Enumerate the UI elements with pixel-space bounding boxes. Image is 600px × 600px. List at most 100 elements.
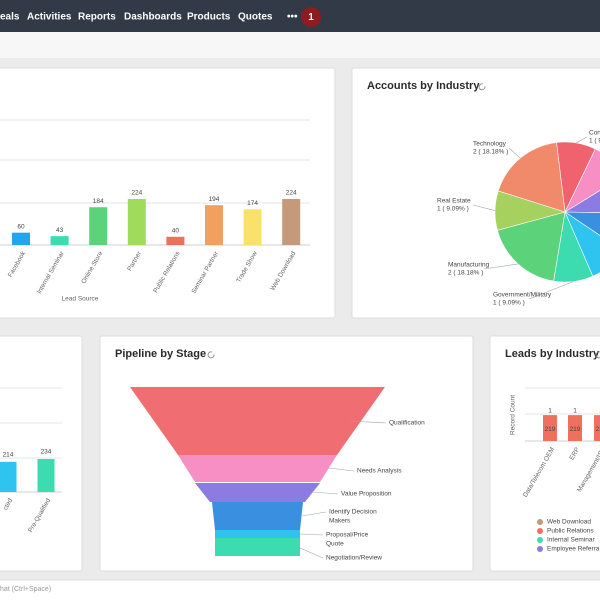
lead-source-card [0,67,336,319]
bar [127,199,146,245]
legend-swatch [537,528,543,534]
leader-line [483,263,519,270]
status-card [0,335,83,572]
pie-label-name: Con [589,130,600,137]
nav-item[interactable]: Dashboards [124,12,182,23]
chat-bar[interactable] [0,580,600,600]
legend-label: Web Download [547,519,591,526]
refresh-icon[interactable] [207,351,215,359]
refresh-icon[interactable] [595,351,600,359]
bar [12,232,30,245]
pie-label-value: 2 ( 18.18% ) [473,149,508,156]
leader-line [528,281,574,300]
axis-title: Lead Source [62,296,99,303]
bar-value-label: 234 [41,449,52,456]
nav-bar [0,0,600,32]
legend-label: Public Relations [547,528,594,535]
segment-value-label: 219 [545,426,556,433]
legend-swatch [537,546,543,552]
pie-label-value: 1 ( 9.09% ) [493,300,525,307]
bar-value-label: 224 [131,190,142,197]
leader-line [472,204,496,211]
stage-label: Identify Decision [329,509,377,516]
pie-label-name: Government/Military [493,292,552,299]
bar-value-label: 214 [3,452,14,459]
nav-item[interactable]: Quotes [238,12,273,23]
segment-value-label: 219 [570,426,581,433]
bar [166,236,185,245]
bar-value-label: 174 [247,200,258,207]
segment-value-label: 219 [596,426,600,433]
leader-line [576,136,588,144]
card-title: Pipeline by Stage [115,348,206,360]
leads-card [489,335,600,572]
nav-item[interactable]: eals [0,12,20,23]
bar-value-label: 40 [172,228,180,235]
pie-slice [564,148,600,213]
leader-line [349,420,387,424]
leader-line [311,491,339,495]
legend-swatch [537,519,543,525]
toolbar-strip [0,32,600,58]
legend-label: Internal Seminar [547,537,596,544]
nav-items: eals Activities Reports Dashboards Products Q… [0,12,298,23]
leader-line [299,533,324,536]
bar [37,459,55,492]
leader-line [301,511,327,517]
pie-label-value: 1 ( 9.09% ) [437,206,469,213]
legend-swatch [537,537,543,543]
stage-label: Qualification [389,420,425,427]
funnel-stage [130,387,385,455]
stage-label: Value Proposition [341,491,392,498]
nav-item[interactable]: Products [187,12,231,23]
bar-value-label: 43 [56,227,64,234]
notification-badge[interactable] [301,7,321,27]
leader-line [299,547,324,559]
funnel-stage [195,483,320,502]
axis-title: Record Count [510,395,517,435]
stage-label: Makers [329,518,351,525]
nav-item[interactable]: Activities [27,12,72,23]
bar [50,236,69,245]
funnel-stage [215,530,300,538]
pie-label-name: Manufacturing [448,262,490,269]
stacked-bar-segment [594,415,600,441]
bar-value-label: 224 [286,190,297,197]
stage-label: Negotiation/Review [326,555,382,562]
segment-value-label: 1 [548,408,552,415]
bar-value-label: 184 [93,198,104,205]
pie-slice [497,211,566,282]
pie-label-value: 1 ( 9. [589,138,600,145]
bar [282,199,301,245]
funnel-stage [215,538,300,556]
bar-value-label: 60 [17,223,25,230]
funnel-labels: Qualification Needs Analysis Value Proposi… [326,420,425,562]
bar [205,205,223,245]
funnel-stage [212,502,303,530]
card-title: Accounts by Industry [367,80,480,92]
segment-value-label: 1 [573,408,577,415]
refresh-icon[interactable] [478,83,486,91]
nav-item[interactable]: Reports [78,12,116,23]
stage-label: Quote [326,541,344,548]
bar-value-label: 194 [209,196,220,203]
chat-placeholder[interactable]: hat (Ctrl+Space) [0,586,51,593]
nav-item[interactable]: ••• [287,12,298,23]
bar [0,461,17,492]
stacked-bar-segment [543,415,557,441]
leader-line [327,467,355,472]
pie-label-value: 2 ( 18.18% ) [448,270,483,277]
pie-label-name: Technology [473,141,507,148]
funnel-stage [178,455,337,482]
bar [243,209,262,245]
badge-count: 1 [308,12,314,23]
legend-label: Employee Referra [547,546,600,553]
stage-label: Proposal/Price [326,532,369,539]
stacked-bar-segment [568,415,582,441]
leader-line [508,147,521,159]
pie-slice [497,142,566,213]
card-title: Leads by Industry [505,348,600,360]
stage-label: Needs Analysis [357,468,402,475]
pie-label-name: Real Estate [437,198,471,205]
